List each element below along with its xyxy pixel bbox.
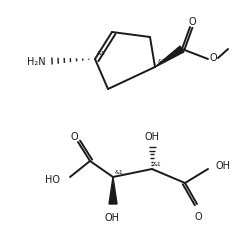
Text: OH: OH [145,132,160,141]
Text: O: O [210,53,218,63]
Text: OH: OH [105,212,120,222]
Text: &1: &1 [97,51,106,56]
Text: &1: &1 [153,161,162,166]
Text: HO: HO [45,174,60,184]
Text: O: O [194,211,202,221]
Text: O: O [188,17,196,27]
Text: &1: &1 [115,169,124,174]
Polygon shape [109,177,117,204]
Text: OH: OH [216,160,231,170]
Text: H₂N: H₂N [27,57,46,67]
Polygon shape [155,47,184,68]
Text: &1: &1 [158,59,167,64]
Text: O: O [70,132,78,141]
